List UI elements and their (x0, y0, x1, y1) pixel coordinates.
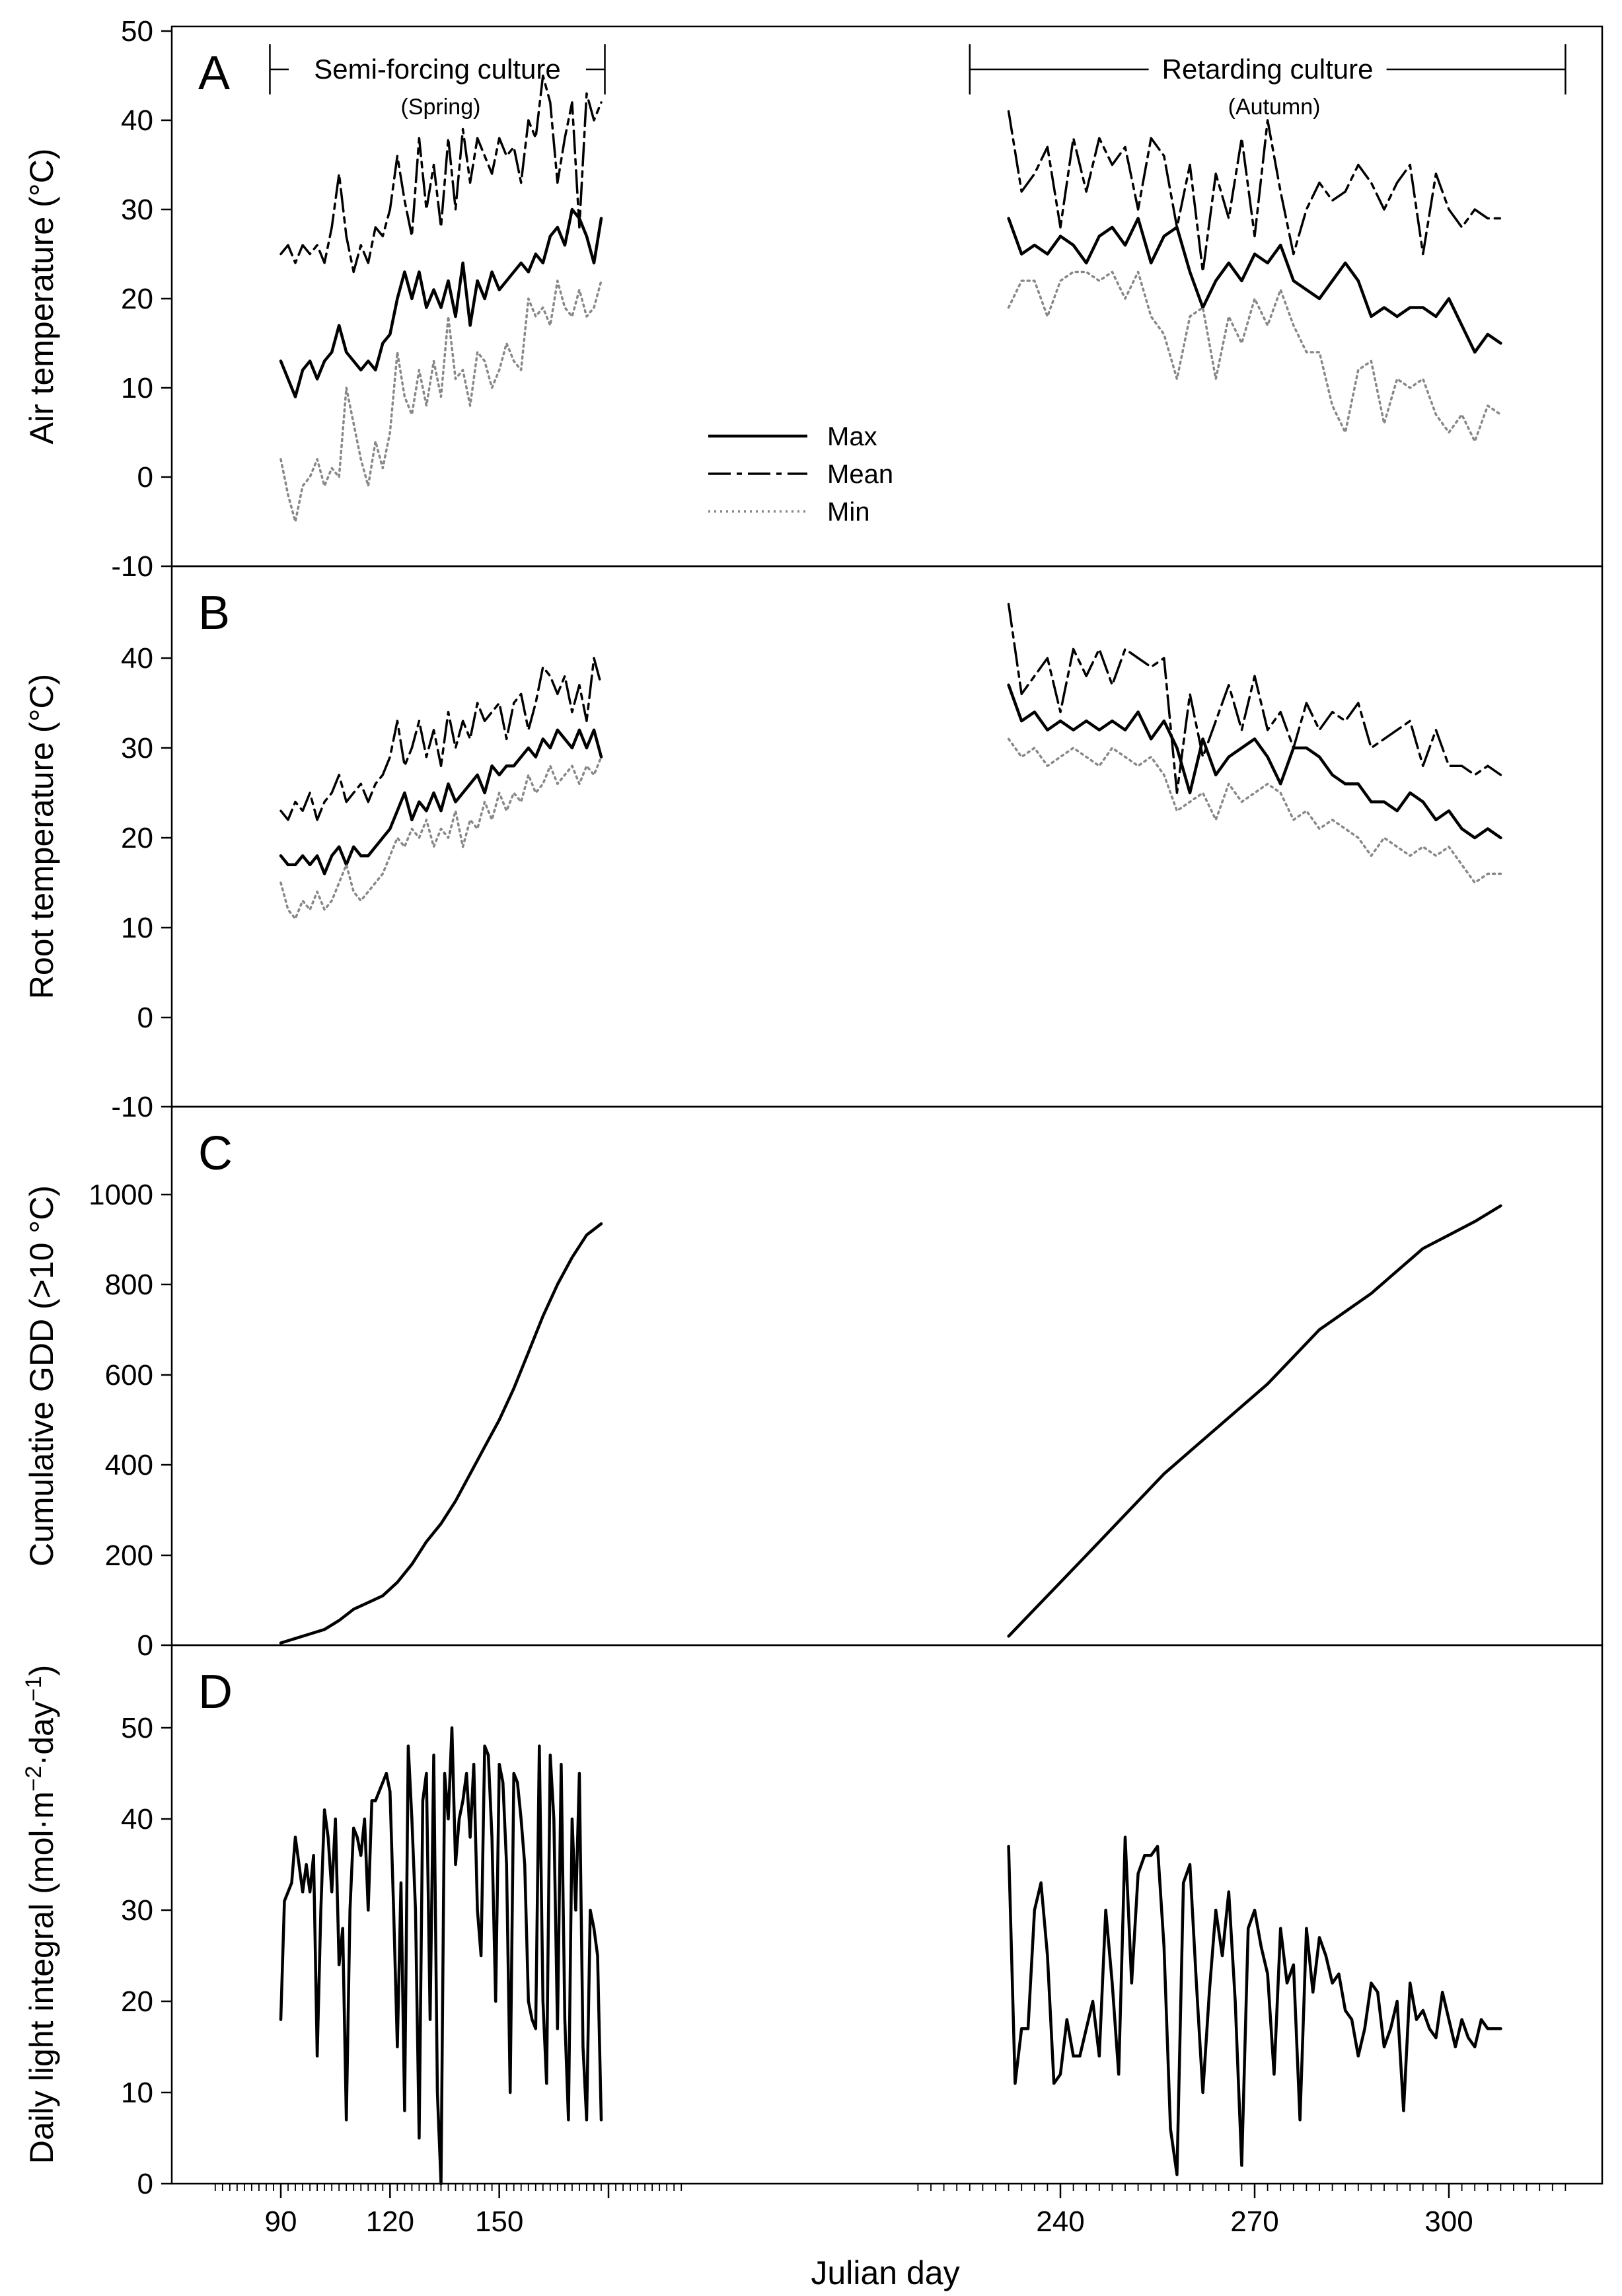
y-tick-label: 10 (121, 372, 153, 404)
y-tick-label: -10 (111, 550, 153, 583)
panel-d: D 0 10 20 30 40 50 Daily light integral (mol·m−… (21, 1644, 1604, 2200)
series-line-min (279, 279, 603, 523)
y-tick-label: 0 (137, 1002, 153, 1034)
panel-letter: C (198, 1127, 233, 1180)
series-line-mean (279, 657, 603, 821)
y-tick-label: 400 (105, 1449, 153, 1481)
panel-letter: A (198, 47, 230, 100)
y-tick-label: 50 (121, 1712, 153, 1744)
legend-label-max: Max (827, 422, 877, 451)
series-line-mean (279, 74, 603, 274)
x-tick-label: 120 (366, 2205, 414, 2238)
y-tick-label: 40 (121, 642, 153, 675)
series-line-dli (1007, 1835, 1502, 2176)
y-tick-label: 30 (121, 732, 153, 764)
series-line-min (279, 755, 603, 920)
y-axis-title: Air temperature (°C) (23, 149, 60, 445)
culture-bracket: Semi-forcing culture (Spring) (269, 44, 606, 120)
y-tick-label: 30 (121, 1894, 153, 1927)
legend-label-mean: Mean (827, 460, 893, 489)
y-axis-title: Cumulative GDD (>10 °C) (23, 1185, 60, 1567)
y-tick-label: 10 (121, 912, 153, 944)
y-tick-label: 10 (121, 2077, 153, 2109)
y-tick-label: 20 (121, 822, 153, 854)
y-tick-label: 50 (121, 15, 153, 48)
series-line-mean (1007, 110, 1502, 274)
y-tick-label: 40 (121, 104, 153, 137)
culture-title: Retarding culture (1162, 54, 1374, 85)
x-tick-label: 150 (475, 2205, 523, 2238)
y-tick-label: 800 (105, 1269, 153, 1301)
x-axis-title: Julian day (811, 2254, 959, 2291)
y-tick-label: 0 (137, 1629, 153, 1662)
y-tick-label: 20 (121, 283, 153, 315)
series-line-max (1007, 683, 1502, 840)
panel-a: A -10 0 10 20 30 40 50 Air temperature (°C) Semi-… (23, 15, 1604, 583)
x-axis: 90 120 150 240 270 300 Julian day (214, 2184, 1567, 2291)
culture-season: (Spring) (401, 94, 481, 120)
series-line-gdd (1007, 1204, 1502, 1638)
y-axis-title: Daily light integral (mol·m−2·day−1) (21, 1665, 60, 2165)
y-tick-label: 0 (137, 2168, 153, 2200)
culture-title: Semi-forcing culture (314, 54, 560, 85)
y-tick-label: 600 (105, 1359, 153, 1391)
y-tick-label: 1000 (89, 1179, 153, 1211)
x-tick-label: 300 (1424, 2205, 1473, 2238)
series-line-gdd (279, 1222, 603, 1645)
panel-letter: B (198, 587, 230, 640)
panel-frame (170, 1644, 1604, 2185)
series-line-max (1007, 217, 1502, 354)
culture-season: (Autumn) (1228, 94, 1321, 120)
y-tick-label: 200 (105, 1539, 153, 1572)
legend: Max Mean Min (708, 422, 893, 527)
series-line-mean (1007, 603, 1502, 794)
y-tick-label: 0 (137, 461, 153, 494)
panel-letter: D (198, 1666, 233, 1719)
series-line-min (1007, 737, 1502, 884)
y-tick-label: 30 (121, 194, 153, 226)
y-tick-label: 40 (121, 1803, 153, 1835)
y-tick-label: -10 (111, 1091, 153, 1123)
legend-label-min: Min (827, 498, 869, 527)
series-line-min (1007, 270, 1502, 443)
series-line-max (279, 728, 603, 875)
x-tick-label: 270 (1230, 2205, 1278, 2238)
y-axis-title: Root temperature (°C) (23, 674, 60, 999)
x-tick-label: 240 (1036, 2205, 1084, 2238)
culture-bracket: Retarding culture (Autumn) (969, 44, 1567, 120)
series-line-max (279, 207, 603, 398)
y-tick-label: 20 (121, 1985, 153, 2018)
panel-c: C 0 200 400 600 800 1000 Cumulative GDD (>10 °C… (23, 1105, 1604, 1662)
x-tick-label: 90 (265, 2205, 297, 2238)
chart-panels: A -10 0 10 20 30 40 50 Air temperature (°C) Semi-… (21, 15, 1604, 2200)
